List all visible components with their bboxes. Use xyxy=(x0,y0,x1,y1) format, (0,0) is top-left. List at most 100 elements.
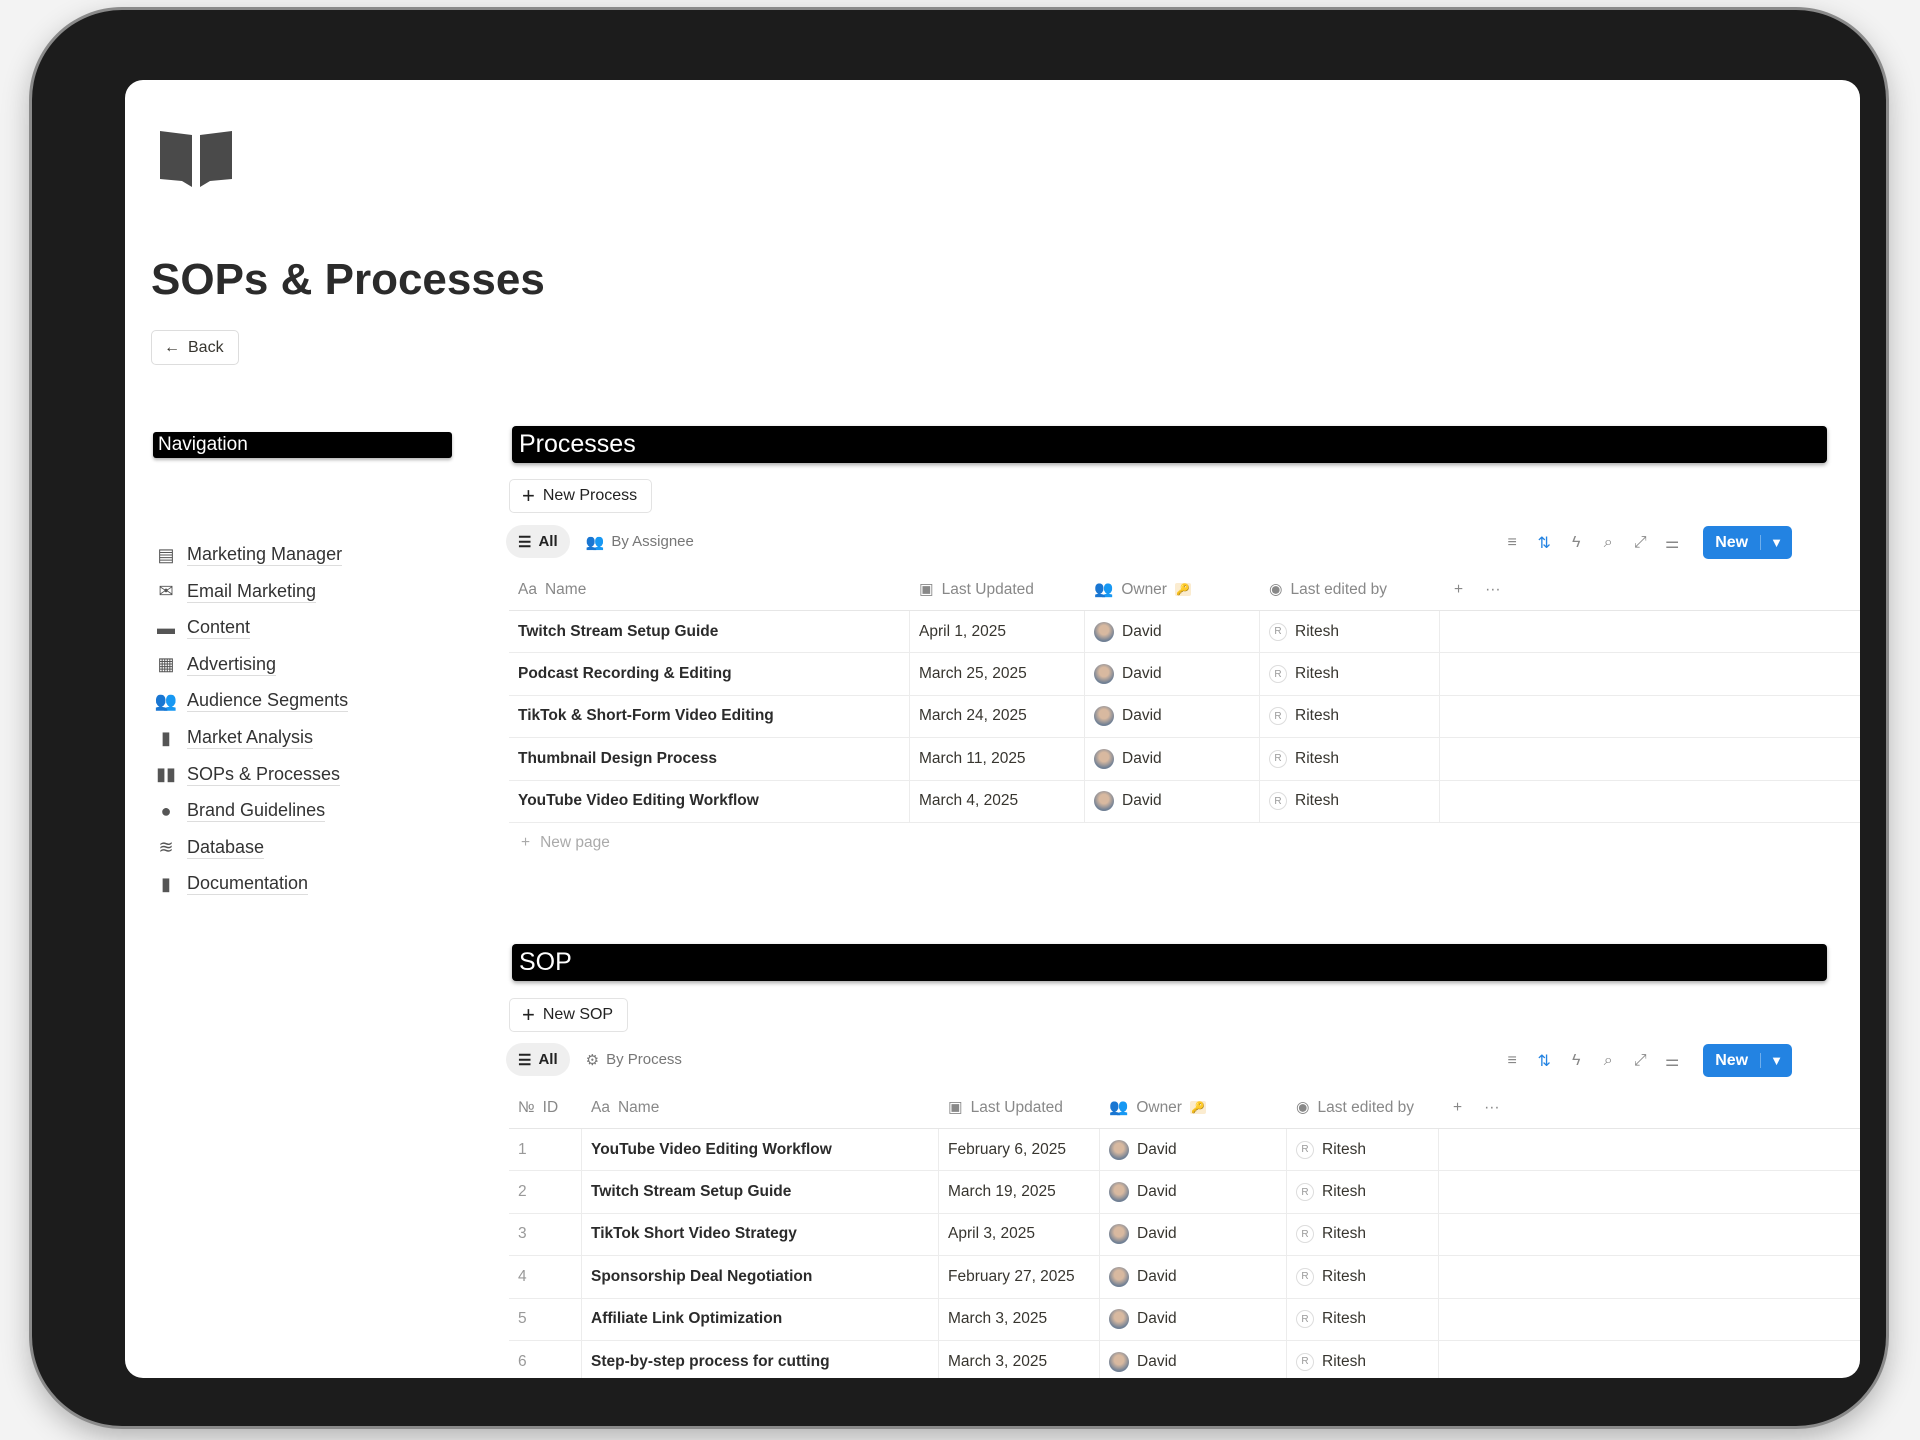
cell-name[interactable]: TikTok Short Video Strategy xyxy=(582,1213,939,1256)
cell-name[interactable]: Step-by-step process for cutting xyxy=(582,1340,939,1378)
column-header[interactable]: ▣ Last Updated xyxy=(948,1098,1063,1117)
cell-last-updated[interactable]: February 6, 2025 xyxy=(939,1129,1100,1171)
column-header[interactable]: Aa Name xyxy=(591,1098,660,1116)
table-row[interactable]: 3 TikTok Short Video Strategy April 3, 202… xyxy=(509,1213,1860,1257)
automation-icon[interactable]: ϟ xyxy=(1571,533,1581,551)
new-button[interactable]: New ▼ xyxy=(1703,526,1792,559)
table-row[interactable]: TikTok & Short-Form Video Editing March 2… xyxy=(509,695,1860,739)
new-button[interactable]: New ▼ xyxy=(1703,1044,1792,1077)
cell-last-updated[interactable]: March 4, 2025 xyxy=(910,780,1085,822)
table-row[interactable]: 2 Twitch Stream Setup Guide March 19, 2025… xyxy=(509,1171,1860,1214)
cell-owner[interactable]: David xyxy=(1100,1213,1287,1256)
cell-name[interactable]: YouTube Video Editing Workflow xyxy=(509,780,910,822)
new-page-button[interactable]: + New page xyxy=(521,833,610,851)
column-header[interactable]: ▣ Last Updated xyxy=(919,580,1034,599)
cell-name[interactable]: Sponsorship Deal Negotiation xyxy=(582,1256,939,1298)
table-row[interactable]: Thumbnail Design Process March 11, 2025 Da… xyxy=(509,738,1860,781)
back-button[interactable]: ← Back xyxy=(151,330,239,365)
cell-last-edited-by[interactable]: R Ritesh xyxy=(1287,1129,1439,1171)
column-header[interactable]: Aa Name xyxy=(518,580,587,598)
nav-item[interactable]: ▦ Advertising xyxy=(155,654,277,676)
column-header[interactable]: ◉ Last edited by xyxy=(1296,1098,1415,1117)
chevron-down-icon[interactable]: ▼ xyxy=(1760,1053,1792,1068)
cell-owner[interactable]: David xyxy=(1085,611,1260,653)
add-column-icon[interactable]: + xyxy=(1454,580,1464,598)
tab-by-assignee[interactable]: 👥 By Assignee xyxy=(585,533,694,551)
cell-last-updated[interactable]: March 25, 2025 xyxy=(910,653,1085,695)
column-header[interactable]: ◉ Last edited by xyxy=(1269,580,1388,599)
search-icon[interactable]: ⌕ xyxy=(1603,533,1613,551)
expand-icon[interactable]: ⤢ xyxy=(1633,533,1647,551)
chevron-down-icon[interactable]: ▼ xyxy=(1760,535,1792,550)
cell-owner[interactable]: David xyxy=(1085,653,1260,695)
cell-last-edited-by[interactable]: R Ritesh xyxy=(1287,1213,1439,1256)
filter-icon[interactable]: ≡ xyxy=(1507,533,1517,551)
cell-name[interactable]: YouTube Video Editing Workflow xyxy=(582,1129,939,1171)
nav-item[interactable]: ✉ Email Marketing xyxy=(155,581,317,603)
cell-name[interactable]: Affiliate Link Optimization xyxy=(582,1298,939,1340)
new-process-button[interactable]: + New Process xyxy=(509,479,653,513)
table-row[interactable]: YouTube Video Editing Workflow March 4, 2… xyxy=(509,780,1860,823)
cell-last-updated[interactable]: March 19, 2025 xyxy=(939,1171,1100,1213)
cell-id[interactable]: 3 xyxy=(509,1213,582,1256)
cell-last-updated[interactable]: March 3, 2025 xyxy=(939,1298,1100,1340)
settings-sliders-icon[interactable]: ⚌ xyxy=(1665,534,1680,552)
cell-last-edited-by[interactable]: R Ritesh xyxy=(1260,653,1440,695)
cell-last-edited-by[interactable]: R Ritesh xyxy=(1287,1340,1439,1378)
cell-owner[interactable]: David xyxy=(1100,1129,1287,1171)
nav-item[interactable]: ▮ Market Analysis xyxy=(155,727,314,749)
cell-owner[interactable]: David xyxy=(1085,695,1260,738)
nav-item[interactable]: ● Brand Guidelines xyxy=(155,800,326,823)
nav-item[interactable]: ▮▮ SOPs & Processes xyxy=(155,764,341,786)
cell-name[interactable]: Twitch Stream Setup Guide xyxy=(509,611,910,653)
nav-item[interactable]: 👥 Audience Segments xyxy=(155,690,349,713)
automation-icon[interactable]: ϟ xyxy=(1571,1051,1581,1069)
more-icon[interactable]: ··· xyxy=(1485,580,1501,598)
cell-last-updated[interactable]: April 1, 2025 xyxy=(910,611,1085,653)
cell-id[interactable]: 2 xyxy=(509,1171,582,1213)
cell-name[interactable]: Twitch Stream Setup Guide xyxy=(582,1171,939,1213)
cell-last-edited-by[interactable]: R Ritesh xyxy=(1260,780,1440,822)
cell-id[interactable]: 6 xyxy=(509,1340,582,1378)
cell-owner[interactable]: David xyxy=(1085,780,1260,822)
settings-sliders-icon[interactable]: ⚌ xyxy=(1665,1052,1680,1070)
add-column-icon[interactable]: + xyxy=(1453,1098,1463,1116)
cell-name[interactable]: TikTok & Short-Form Video Editing xyxy=(509,695,910,738)
filter-icon[interactable]: ≡ xyxy=(1507,1051,1517,1069)
sort-icon[interactable]: ⇅ xyxy=(1537,1052,1551,1070)
new-sop-button[interactable]: + New SOP xyxy=(509,998,629,1032)
cell-last-updated[interactable]: February 27, 2025 xyxy=(939,1256,1100,1298)
cell-last-edited-by[interactable]: R Ritesh xyxy=(1260,738,1440,780)
cell-id[interactable]: 4 xyxy=(509,1256,582,1298)
expand-icon[interactable]: ⤢ xyxy=(1633,1051,1647,1069)
table-row[interactable]: Twitch Stream Setup Guide April 1, 2025 Da… xyxy=(509,611,1860,654)
tab-all[interactable]: ☰ All xyxy=(506,525,570,558)
cell-last-updated[interactable]: March 3, 2025 xyxy=(939,1340,1100,1378)
cell-owner[interactable]: David xyxy=(1085,738,1260,780)
column-header[interactable]: 👥 Owner 🔑 xyxy=(1109,1098,1206,1116)
tab-by-process[interactable]: ⚙ By Process xyxy=(585,1051,682,1069)
nav-item[interactable]: ≋ Database xyxy=(155,837,265,859)
nav-item[interactable]: ▬ Content xyxy=(155,617,251,640)
cell-owner[interactable]: David xyxy=(1100,1298,1287,1340)
cell-last-edited-by[interactable]: R Ritesh xyxy=(1287,1256,1439,1298)
table-row[interactable]: 1 YouTube Video Editing Workflow February … xyxy=(509,1129,1860,1172)
cell-last-edited-by[interactable]: R Ritesh xyxy=(1287,1298,1439,1340)
cell-name[interactable]: Thumbnail Design Process xyxy=(509,738,910,780)
tab-all[interactable]: ☰ All xyxy=(506,1043,570,1076)
table-row[interactable]: 4 Sponsorship Deal Negotiation February 27… xyxy=(509,1256,1860,1299)
sort-icon[interactable]: ⇅ xyxy=(1537,534,1551,552)
more-icon[interactable]: ··· xyxy=(1484,1098,1500,1116)
cell-last-updated[interactable]: March 24, 2025 xyxy=(910,695,1085,738)
cell-last-edited-by[interactable]: R Ritesh xyxy=(1287,1171,1439,1213)
cell-name[interactable]: Podcast Recording & Editing xyxy=(509,653,910,695)
search-icon[interactable]: ⌕ xyxy=(1603,1051,1613,1069)
cell-owner[interactable]: David xyxy=(1100,1340,1287,1378)
cell-last-edited-by[interactable]: R Ritesh xyxy=(1260,611,1440,653)
cell-owner[interactable]: David xyxy=(1100,1256,1287,1298)
column-header[interactable]: № ID xyxy=(518,1098,559,1116)
table-row[interactable]: 5 Affiliate Link Optimization March 3, 202… xyxy=(509,1298,1860,1341)
column-header[interactable]: 👥 Owner 🔑 xyxy=(1094,580,1191,598)
nav-item[interactable]: ▤ Marketing Manager xyxy=(155,544,343,566)
cell-owner[interactable]: David xyxy=(1100,1171,1287,1213)
